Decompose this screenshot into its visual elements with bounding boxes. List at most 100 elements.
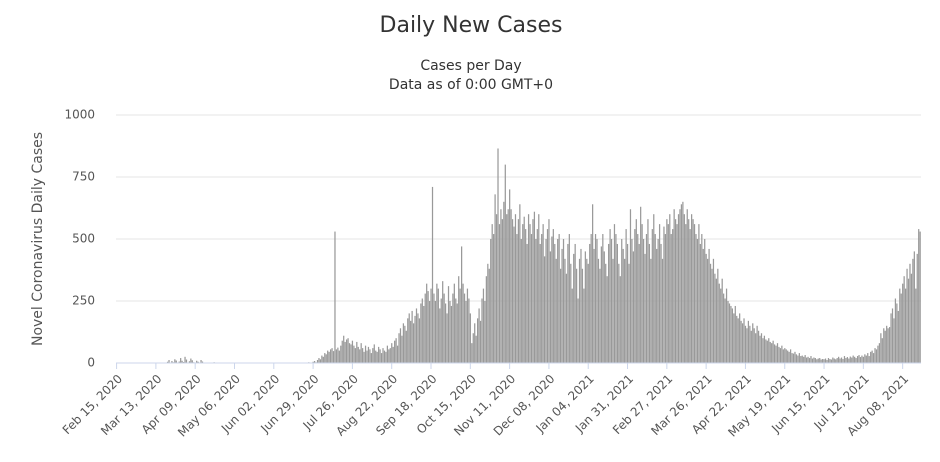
bar: [426, 283, 428, 363]
bar: [427, 291, 429, 363]
bar: [495, 214, 498, 363]
bar: [363, 351, 365, 363]
bar: [322, 356, 324, 363]
chart-title: Daily New Cases: [380, 13, 563, 38]
bar: [564, 258, 566, 363]
bar: [632, 251, 635, 363]
bar: [478, 308, 480, 363]
bar: [849, 356, 851, 363]
bar: [469, 313, 471, 363]
bar: [736, 315, 738, 363]
bar: [635, 219, 637, 363]
bar: [554, 243, 556, 363]
bar: [829, 359, 831, 363]
bar: [647, 219, 649, 363]
y-tick-label: 250: [72, 294, 95, 308]
bar: [727, 301, 729, 363]
bar: [854, 356, 856, 363]
bar: [379, 349, 381, 363]
bar: [909, 263, 911, 363]
bar: [693, 224, 696, 363]
bar: [602, 234, 604, 363]
bar: [347, 338, 349, 363]
bar: [443, 293, 445, 363]
bar: [434, 301, 437, 363]
bar: [610, 239, 613, 363]
bar: [660, 243, 662, 363]
bar: [626, 243, 629, 363]
bar: [792, 353, 795, 363]
bar: [804, 355, 806, 363]
bar: [351, 340, 354, 363]
bar: [903, 276, 905, 363]
bar: [447, 286, 450, 363]
bar: [389, 348, 391, 363]
bar: [175, 360, 177, 363]
bar: [337, 347, 339, 363]
bar: [822, 359, 824, 363]
bar: [637, 234, 639, 363]
bar: [571, 288, 573, 363]
bar: [545, 239, 547, 363]
bar: [907, 278, 910, 363]
bar: [414, 315, 416, 363]
bar: [530, 234, 533, 363]
bar: [501, 219, 503, 363]
bar: [661, 258, 664, 363]
bar: [353, 345, 355, 363]
bar: [597, 258, 600, 363]
bar: [791, 353, 793, 363]
bar: [437, 288, 439, 363]
bar: [806, 357, 808, 363]
bar: [412, 323, 415, 363]
bar: [555, 258, 557, 363]
bar: [372, 348, 374, 363]
bar: [672, 229, 674, 363]
bar: [743, 318, 745, 363]
bar: [918, 229, 920, 363]
bar: [482, 288, 485, 363]
bar: [916, 253, 918, 363]
bar: [561, 248, 563, 363]
bar: [645, 234, 648, 363]
bar: [576, 268, 578, 363]
bar: [711, 268, 713, 363]
bar: [618, 263, 620, 363]
bar: [784, 348, 786, 363]
bar: [658, 224, 661, 363]
bar: [450, 305, 453, 363]
bar: [648, 243, 651, 363]
bar: [536, 229, 538, 363]
bar: [166, 361, 169, 363]
bar: [570, 263, 572, 363]
bar: [527, 214, 530, 363]
bar: [776, 343, 779, 363]
bar: [503, 201, 505, 363]
bar: [756, 325, 758, 363]
bar: [725, 288, 728, 363]
bar: [733, 313, 735, 363]
bar: [709, 263, 712, 363]
bar: [768, 338, 770, 363]
bar: [511, 219, 514, 363]
bar: [787, 350, 789, 363]
bar: [584, 251, 586, 363]
chart-subtitle: Data as of 0:00 GMT+0: [389, 77, 553, 93]
bar: [394, 340, 396, 363]
bar: [174, 359, 176, 363]
bar: [625, 229, 627, 363]
bar: [396, 345, 399, 363]
bar: [827, 358, 830, 363]
bar: [650, 258, 652, 363]
bar: [375, 350, 377, 363]
bar: [797, 355, 799, 363]
bar: [370, 353, 372, 363]
bar: [312, 361, 314, 363]
bar: [479, 320, 482, 363]
bar: [493, 234, 495, 363]
bar: [773, 344, 776, 363]
bar: [651, 229, 653, 363]
bar: [543, 256, 546, 363]
bar: [615, 234, 617, 363]
bar: [328, 351, 330, 363]
